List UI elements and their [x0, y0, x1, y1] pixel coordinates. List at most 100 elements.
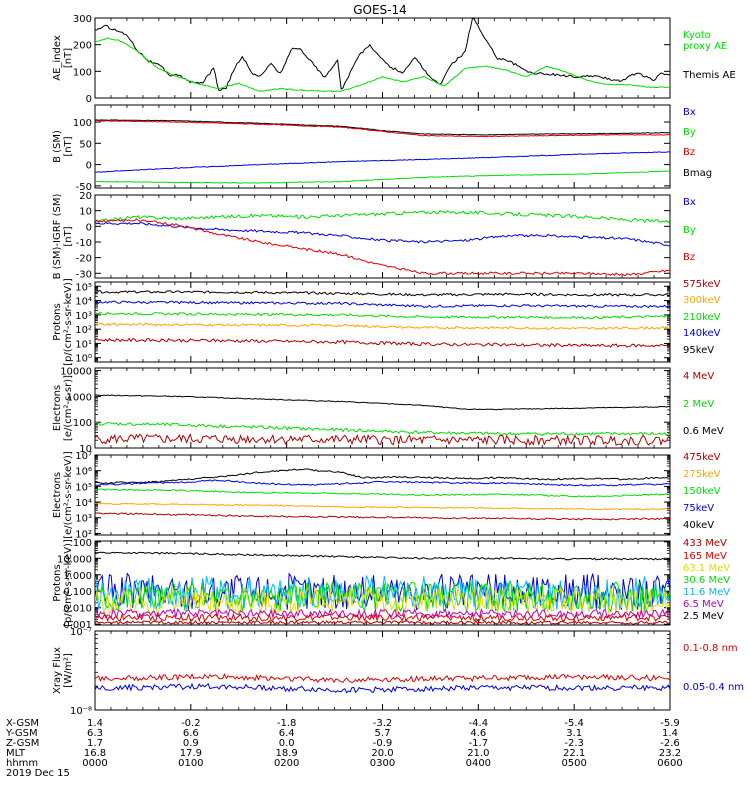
table-cell: 0100: [178, 758, 203, 769]
y-axis-label-line: Electrons: [52, 472, 63, 518]
legend-entry: 2.5 MeV: [683, 611, 724, 622]
panel-protons_hi: 0.0010.0100.1001.00010.000100Protons[p/(…: [52, 538, 730, 631]
table-cell: 5.7: [375, 728, 391, 739]
orbit-table: X-GSM 1.4 -0.2 -1.8 -3.2 -4.4 -5.4 -5.9 Y-GSM 6.3…: [5, 718, 683, 779]
y-tick-label: 100: [73, 538, 92, 549]
series-line: [95, 433, 670, 447]
series-line: [95, 119, 670, 138]
series-line: [95, 209, 670, 224]
table-cell: 0300: [370, 758, 395, 769]
table-cell: -0.9: [373, 738, 393, 749]
y-tick-label: 10⁷: [75, 451, 92, 462]
y-tick-label: 50: [79, 139, 92, 150]
y-axis-label-line: [e/(cm²-s-sr)]: [63, 375, 74, 441]
legend-entry: proxy AE: [683, 41, 727, 52]
y-tick-label: 100: [73, 418, 92, 429]
legend-entry: Bz: [683, 147, 695, 158]
y-tick-label: 0: [86, 222, 92, 233]
y-tick-label: 10²: [75, 529, 92, 540]
table-cell: 22.1: [563, 748, 585, 759]
y-axis-label-line: [nT]: [63, 48, 74, 68]
series-line: [95, 18, 670, 92]
table-cell: -2.3: [564, 738, 584, 749]
y-tick-label: -20: [76, 254, 92, 265]
legend-entry: Themis AE: [682, 70, 736, 81]
table-cell: 0600: [657, 758, 682, 769]
y-axis-label-line: Xray Flux: [52, 647, 63, 694]
table-cell: -1.7: [469, 738, 489, 749]
series-line: [95, 170, 670, 184]
legend-entry: 165 MeV: [683, 551, 727, 562]
panel-frame: [94, 104, 671, 189]
y-tick-label: 0: [86, 94, 92, 105]
y-tick-label: 0.001: [63, 620, 92, 631]
series-line: [95, 682, 670, 694]
y-tick-label: 10⁻⁸: [70, 706, 92, 717]
table-cell: 1.7: [87, 738, 103, 749]
table-cell: 0000: [82, 758, 107, 769]
series-line: [95, 290, 670, 297]
y-tick-label: 0: [86, 161, 92, 172]
table-cell: 3.1: [566, 728, 582, 739]
table-cell: -2.6: [660, 738, 680, 749]
y-axis-label-line: Protons: [52, 303, 63, 340]
legend-entry: 210keV: [683, 312, 721, 323]
panel-electrons_low: 10²10³10⁴10⁵10⁶10⁷Electrons[e/(cm²-s-sr-…: [52, 451, 721, 540]
legend-entry: By: [683, 127, 696, 138]
table-cell: -4.4: [469, 718, 489, 729]
y-tick-label: 1000: [67, 392, 92, 403]
series-line: [95, 502, 670, 511]
y-tick-label: 10³: [75, 311, 92, 322]
y-axis-label-line: AE_index: [52, 35, 63, 81]
y-tick-label: 10⁵: [75, 482, 92, 493]
table-cell: 18.9: [276, 748, 298, 759]
legend-entry: 433 MeV: [683, 538, 727, 549]
y-axis-label: B (SM)-IGRF (SM)[nT]: [52, 194, 74, 280]
y-axis-label: Electrons[e/(cm²-s-sr-keV)]: [52, 451, 74, 539]
table-row-label: Z-GSM: [6, 738, 39, 749]
legend-entry: 30.6 MeV: [683, 575, 730, 586]
legend-entry: 2 MeV: [683, 399, 714, 410]
series-line: [95, 468, 670, 485]
y-tick-label: 10³: [75, 514, 92, 525]
series-line: [95, 586, 670, 616]
table-cell: 6.3: [87, 728, 103, 739]
series-line: [95, 37, 670, 93]
legend-entry: 300keV: [683, 295, 721, 306]
series-line: [95, 479, 670, 487]
table-row-label: MLT: [6, 748, 26, 759]
series-line: [95, 512, 670, 521]
y-axis-label: Protons[p/(cm²-s-sr-keV)]: [52, 539, 74, 627]
y-tick-label: 0.100: [63, 587, 92, 598]
legend-entry: 11.6 MeV: [683, 587, 730, 598]
y-tick-label: 100: [73, 118, 92, 129]
table-row-label: Y-GSM: [5, 728, 38, 739]
y-tick-label: 10⁰: [75, 354, 92, 365]
y-tick-label: 300: [73, 14, 92, 25]
y-tick-label: 0.010: [63, 604, 92, 615]
table-cell: 0200: [274, 758, 299, 769]
y-tick-label: 200: [73, 41, 92, 52]
table-cell: 1.4: [87, 718, 103, 729]
table-cell: -0.2: [181, 718, 201, 729]
legend-entry: 63.1 MeV: [683, 563, 730, 574]
series-line: [95, 300, 670, 309]
table-cell: 0400: [466, 758, 491, 769]
legend-entry: 0.1-0.8 nm: [683, 643, 738, 654]
legend-entry: 4 MeV: [683, 371, 714, 382]
page-title: GOES-14: [353, 3, 407, 17]
legend-entry: Bx: [683, 197, 696, 208]
legend-entry: Bx: [683, 107, 696, 118]
table-row-label: X-GSM: [6, 718, 39, 729]
table-row-label: hhmm: [6, 758, 38, 769]
legend-entry: Bz: [683, 252, 695, 263]
date-label: 2019 Dec 15: [6, 768, 70, 779]
table-cell: -1.8: [277, 718, 297, 729]
series-line: [95, 612, 670, 623]
panel-dbsm: -30 -20 -10 0 10 20 B (SM)-IGRF (SM)[nT] Bx By Bz: [52, 191, 696, 280]
table-cell: 17.9: [180, 748, 202, 759]
